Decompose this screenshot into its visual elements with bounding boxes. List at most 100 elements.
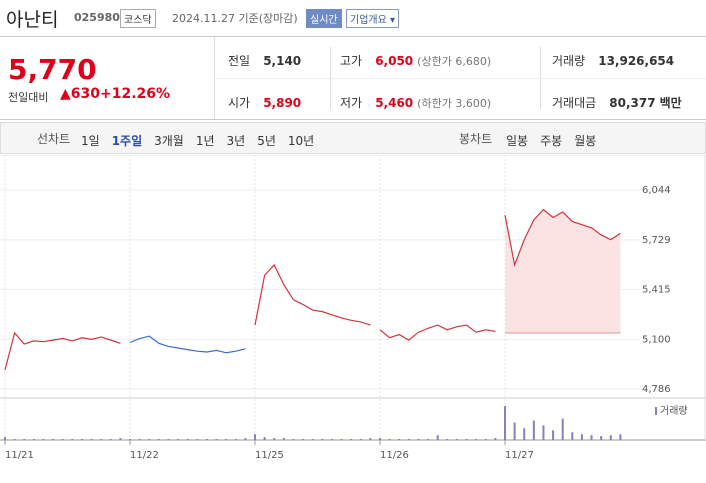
volume-bar bbox=[455, 439, 458, 440]
item-note: (하한가 3,600) bbox=[417, 97, 492, 110]
volume-bar bbox=[244, 438, 247, 440]
candle-tab[interactable]: 일봉 bbox=[506, 134, 529, 148]
stock-code: 025980 bbox=[74, 11, 120, 24]
y-tick-label: 5,729 bbox=[642, 235, 671, 246]
period-tab[interactable]: 3개월 bbox=[154, 134, 184, 148]
item-label: 시가 bbox=[228, 96, 251, 110]
quote-item: 거래량 13,926,654 bbox=[552, 50, 674, 69]
period-tab[interactable]: 5년 bbox=[257, 134, 276, 148]
volume-bar bbox=[542, 425, 545, 440]
x-tick-label: 11/22 bbox=[130, 450, 159, 461]
volume-bar bbox=[436, 435, 439, 440]
volume-bar bbox=[157, 439, 160, 440]
note-label: 하한가 bbox=[421, 97, 452, 110]
period-tab[interactable]: 1주일 bbox=[111, 134, 143, 148]
volume-bar bbox=[61, 439, 64, 440]
change-value: 630 bbox=[70, 86, 101, 102]
item-value: 5,140 bbox=[263, 54, 302, 68]
volume-bar bbox=[379, 438, 381, 440]
overview-dropdown[interactable]: 기업개요 ▾ bbox=[346, 9, 400, 28]
x-tick-label: 11/25 bbox=[255, 450, 284, 461]
volume-bar bbox=[52, 439, 55, 440]
volume-bar bbox=[340, 439, 343, 440]
volume-bar bbox=[215, 439, 218, 440]
item-value: 6,050 bbox=[375, 54, 414, 68]
candle-tab[interactable]: 월봉 bbox=[574, 134, 597, 148]
stock-name: 아난티 bbox=[6, 9, 59, 31]
volume-bar bbox=[330, 439, 333, 440]
volume-bar bbox=[388, 439, 391, 440]
item-label: 고가 bbox=[340, 54, 363, 68]
x-tick-label: 11/21 bbox=[5, 450, 34, 461]
item-label: 저가 bbox=[340, 96, 363, 110]
volume-bar bbox=[71, 439, 74, 440]
change: ▲630 bbox=[60, 86, 101, 102]
period-tab[interactable]: 3년 bbox=[226, 134, 246, 148]
note-value: 3,600 bbox=[455, 97, 487, 110]
volume-bar bbox=[205, 439, 208, 440]
x-tick-label: 11/27 bbox=[505, 450, 534, 461]
volume-bar bbox=[465, 439, 468, 440]
price-line bbox=[379, 324, 496, 341]
volume-bar bbox=[282, 438, 285, 440]
realtime-badge[interactable]: 실시간 bbox=[306, 9, 342, 28]
volume-bar bbox=[619, 434, 622, 440]
volume-bar bbox=[196, 439, 199, 440]
change-pct: +12.26% bbox=[100, 86, 171, 102]
volume-bar bbox=[119, 438, 122, 440]
volume-bar bbox=[254, 434, 256, 440]
period-tab[interactable]: 1년 bbox=[195, 134, 215, 148]
volume-bar bbox=[321, 439, 324, 440]
x-tick-label: 11/26 bbox=[380, 450, 409, 461]
volume-bar bbox=[32, 439, 35, 440]
candle-tab[interactable]: 주봉 bbox=[540, 134, 563, 148]
volume-bar bbox=[609, 435, 612, 440]
volume-bar bbox=[23, 439, 26, 440]
volume-bar bbox=[590, 435, 593, 440]
volume-bar bbox=[302, 439, 305, 440]
volume-bar bbox=[129, 439, 131, 440]
price-line bbox=[504, 208, 621, 268]
volume-bar bbox=[273, 438, 276, 440]
item-label: 거래량 bbox=[552, 54, 586, 68]
period-tab[interactable]: 10년 bbox=[287, 134, 315, 148]
area bbox=[505, 209, 621, 334]
quote-item: 저가 5,460 (하한가 3,600) bbox=[340, 92, 491, 111]
volume-bar bbox=[359, 439, 362, 440]
volume-bar bbox=[311, 439, 314, 440]
volume-bar bbox=[109, 439, 112, 440]
volume-bar bbox=[100, 439, 103, 440]
volume-bar bbox=[225, 439, 228, 440]
volume-bar bbox=[532, 420, 535, 440]
item-value: 5,890 bbox=[263, 96, 302, 110]
volume-bar bbox=[513, 422, 516, 440]
price-line bbox=[4, 331, 121, 371]
price: 5,770 bbox=[8, 53, 97, 86]
volume-bar bbox=[292, 439, 295, 440]
period-tab[interactable]: 1일 bbox=[81, 134, 100, 148]
volume-bar bbox=[552, 430, 555, 440]
price-line bbox=[129, 335, 246, 354]
candle-chart-label: 봉차트 bbox=[459, 132, 493, 146]
quote-item: 전일 5,140 bbox=[228, 50, 301, 69]
volume-bar bbox=[475, 439, 478, 440]
volume-bar bbox=[13, 439, 16, 440]
volume-bar bbox=[561, 418, 564, 440]
volume-bar bbox=[580, 434, 583, 440]
volume-bar bbox=[417, 439, 420, 440]
change-label: 전일대비 bbox=[8, 91, 49, 104]
volume-bar bbox=[504, 406, 506, 440]
volume-bar bbox=[446, 439, 449, 440]
tab-bar: 선차트 1일 1주일 3개월 1년 3년 5년 10년 봉차트 일봉 주봉 월봉 bbox=[0, 122, 706, 154]
volume-bar bbox=[398, 439, 401, 440]
volume-bar bbox=[167, 439, 170, 440]
volume-bar bbox=[369, 438, 372, 440]
volume-bar bbox=[80, 439, 83, 440]
price-line bbox=[254, 263, 371, 326]
market-badge: 코스닥 bbox=[120, 9, 156, 28]
volume-bar bbox=[148, 439, 151, 440]
volume-bar bbox=[234, 439, 237, 440]
quote-item: 시가 5,890 bbox=[228, 92, 301, 111]
note-label: 상한가 bbox=[421, 55, 452, 68]
